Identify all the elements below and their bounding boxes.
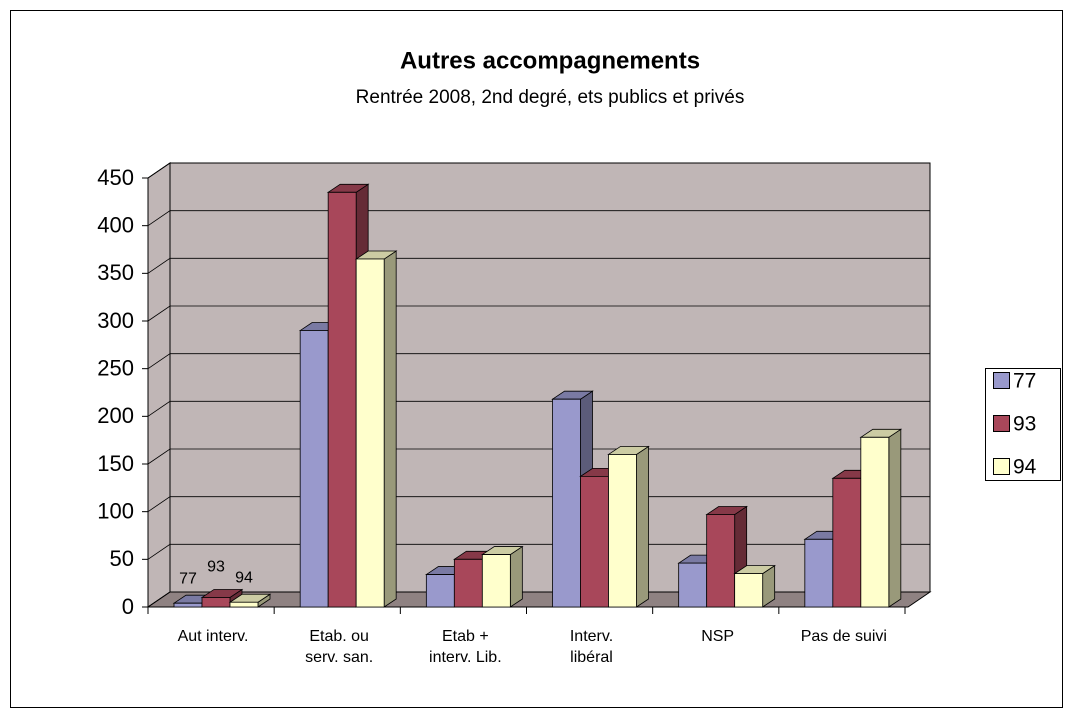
bar-front <box>327 191 357 608</box>
bar-front <box>678 562 708 608</box>
bar-side <box>888 428 902 608</box>
bar-front <box>453 558 483 608</box>
y-tick-label: 200 <box>97 403 134 428</box>
bar <box>228 593 272 608</box>
bar-side <box>636 445 649 608</box>
grid-line <box>147 210 930 226</box>
back-wall <box>169 162 931 593</box>
bar-front <box>804 538 834 608</box>
bar <box>859 428 903 608</box>
bar-side <box>509 545 523 608</box>
y-tick-label: 450 <box>97 165 134 190</box>
grid-line <box>147 257 930 274</box>
bar-front <box>706 514 736 608</box>
grid-line <box>147 162 930 179</box>
legend-swatch <box>993 415 1010 432</box>
grid-line <box>147 400 930 417</box>
y-tick-label: 350 <box>97 260 134 285</box>
bar-front <box>608 454 637 608</box>
grid-line <box>147 591 930 608</box>
bar-front <box>734 573 764 608</box>
legend-label: 77 <box>1013 370 1036 393</box>
x-tick-label: Interv. libéral <box>569 628 614 666</box>
bar <box>733 564 776 608</box>
side-wall <box>147 162 171 608</box>
legend-label: 93 <box>1013 413 1036 436</box>
grid-line <box>147 448 930 465</box>
series-label: 93 <box>207 559 225 576</box>
bar <box>200 588 244 608</box>
series-label: 77 <box>179 570 197 587</box>
bar-front <box>580 475 609 608</box>
bar-front <box>832 477 862 608</box>
grid-line <box>147 496 930 512</box>
chart-subtitle: Rentrée 2008, 2nd degré, ets publics et … <box>356 87 745 108</box>
y-tick-label: 50 <box>110 546 134 571</box>
y-tick-label: 250 <box>97 355 134 380</box>
bar-front <box>860 436 890 608</box>
x-tick-label: Pas de suivi <box>800 628 887 645</box>
legend-label: 94 <box>1013 456 1037 479</box>
bar <box>354 250 398 608</box>
y-tick-label: 150 <box>97 451 134 476</box>
bar-side <box>383 250 397 608</box>
grid-line <box>147 305 930 322</box>
y-tick-label: 100 <box>97 498 134 523</box>
bar-front <box>425 574 455 608</box>
bar-front <box>229 601 259 608</box>
x-tick-label: Aut interv. <box>177 628 249 645</box>
legend-swatch <box>993 372 1010 389</box>
bar <box>481 545 524 608</box>
bar-front <box>355 258 385 608</box>
y-tick-label: 300 <box>97 308 134 333</box>
bar-front <box>201 597 231 608</box>
x-tick-label: Etab + interv. Lib. <box>429 628 502 666</box>
bar-front <box>552 398 581 608</box>
y-tick-label: 0 <box>122 594 134 619</box>
bar-front <box>299 330 329 608</box>
chart-title: Autres accompagnements <box>400 47 700 74</box>
grid-line <box>147 543 930 560</box>
x-tick-label: Etab. ou serv. san. <box>305 628 374 666</box>
bar-front <box>481 554 511 608</box>
x-tick-label: NSP <box>701 628 735 645</box>
y-tick-label: 400 <box>97 212 134 237</box>
legend-swatch <box>993 458 1010 475</box>
grid-line <box>147 353 930 369</box>
series-label: 94 <box>235 569 253 586</box>
bar-front <box>173 602 203 608</box>
bar <box>607 445 650 608</box>
